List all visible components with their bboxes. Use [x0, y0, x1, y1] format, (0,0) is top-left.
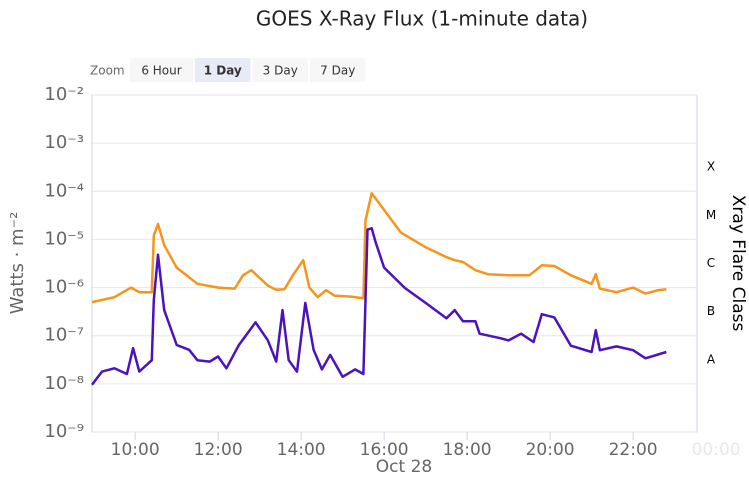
plot-area: [91, 94, 698, 433]
y2-tick-label: B: [707, 304, 715, 318]
zoom-button-label[interactable]: 1 Day: [204, 64, 242, 78]
y-tick-label: 10⁻⁹: [44, 421, 84, 442]
chart-title: GOES X-Ray Flux (1-minute data): [256, 7, 588, 31]
series-line: [91, 227, 667, 386]
y-tick-label: 10⁻⁴: [44, 180, 84, 201]
zoom-button[interactable]: [310, 58, 366, 82]
y-tick-label: 10⁻⁸: [44, 373, 84, 394]
zoom-button-label[interactable]: 6 Hour: [141, 64, 181, 78]
zoom-button[interactable]: [130, 58, 193, 82]
series-line: [91, 192, 667, 304]
y2-tick-label: M: [706, 208, 716, 222]
zoom-button-label[interactable]: 7 Day: [320, 64, 355, 78]
zoom-button[interactable]: [195, 58, 251, 82]
y2-tick-label: A: [707, 352, 716, 366]
x-tick-label: 10:00: [111, 440, 160, 460]
x-tick-label: 20:00: [526, 440, 575, 460]
y2-tick-label: C: [707, 256, 715, 270]
y2-tick-label: X: [707, 160, 715, 174]
x-tick-label: 22:00: [609, 440, 658, 460]
x-tick-label: 18:00: [443, 440, 492, 460]
y-tick-label: 10⁻⁷: [44, 325, 84, 346]
zoom-label: Zoom: [90, 64, 125, 78]
x-axis-label: Oct 28: [376, 457, 432, 477]
y-tick-label: 10⁻³: [44, 132, 84, 153]
x-tick-label: 16:00: [360, 440, 409, 460]
y-axis-label: Watts · m⁻²: [7, 212, 28, 315]
y-tick-label: 10⁻⁶: [44, 277, 84, 298]
y-tick-label: 10⁻⁵: [44, 228, 84, 249]
x-tick-label: 12:00: [194, 440, 243, 460]
x-tick-label: 00:00: [692, 440, 741, 460]
zoom-button-label[interactable]: 3 Day: [263, 64, 298, 78]
zoom-button[interactable]: [252, 58, 309, 82]
x-tick-label: 14:00: [277, 440, 326, 460]
y2-axis-label: Xray Flare Class: [728, 195, 748, 332]
y-tick-label: 10⁻²: [44, 84, 84, 105]
